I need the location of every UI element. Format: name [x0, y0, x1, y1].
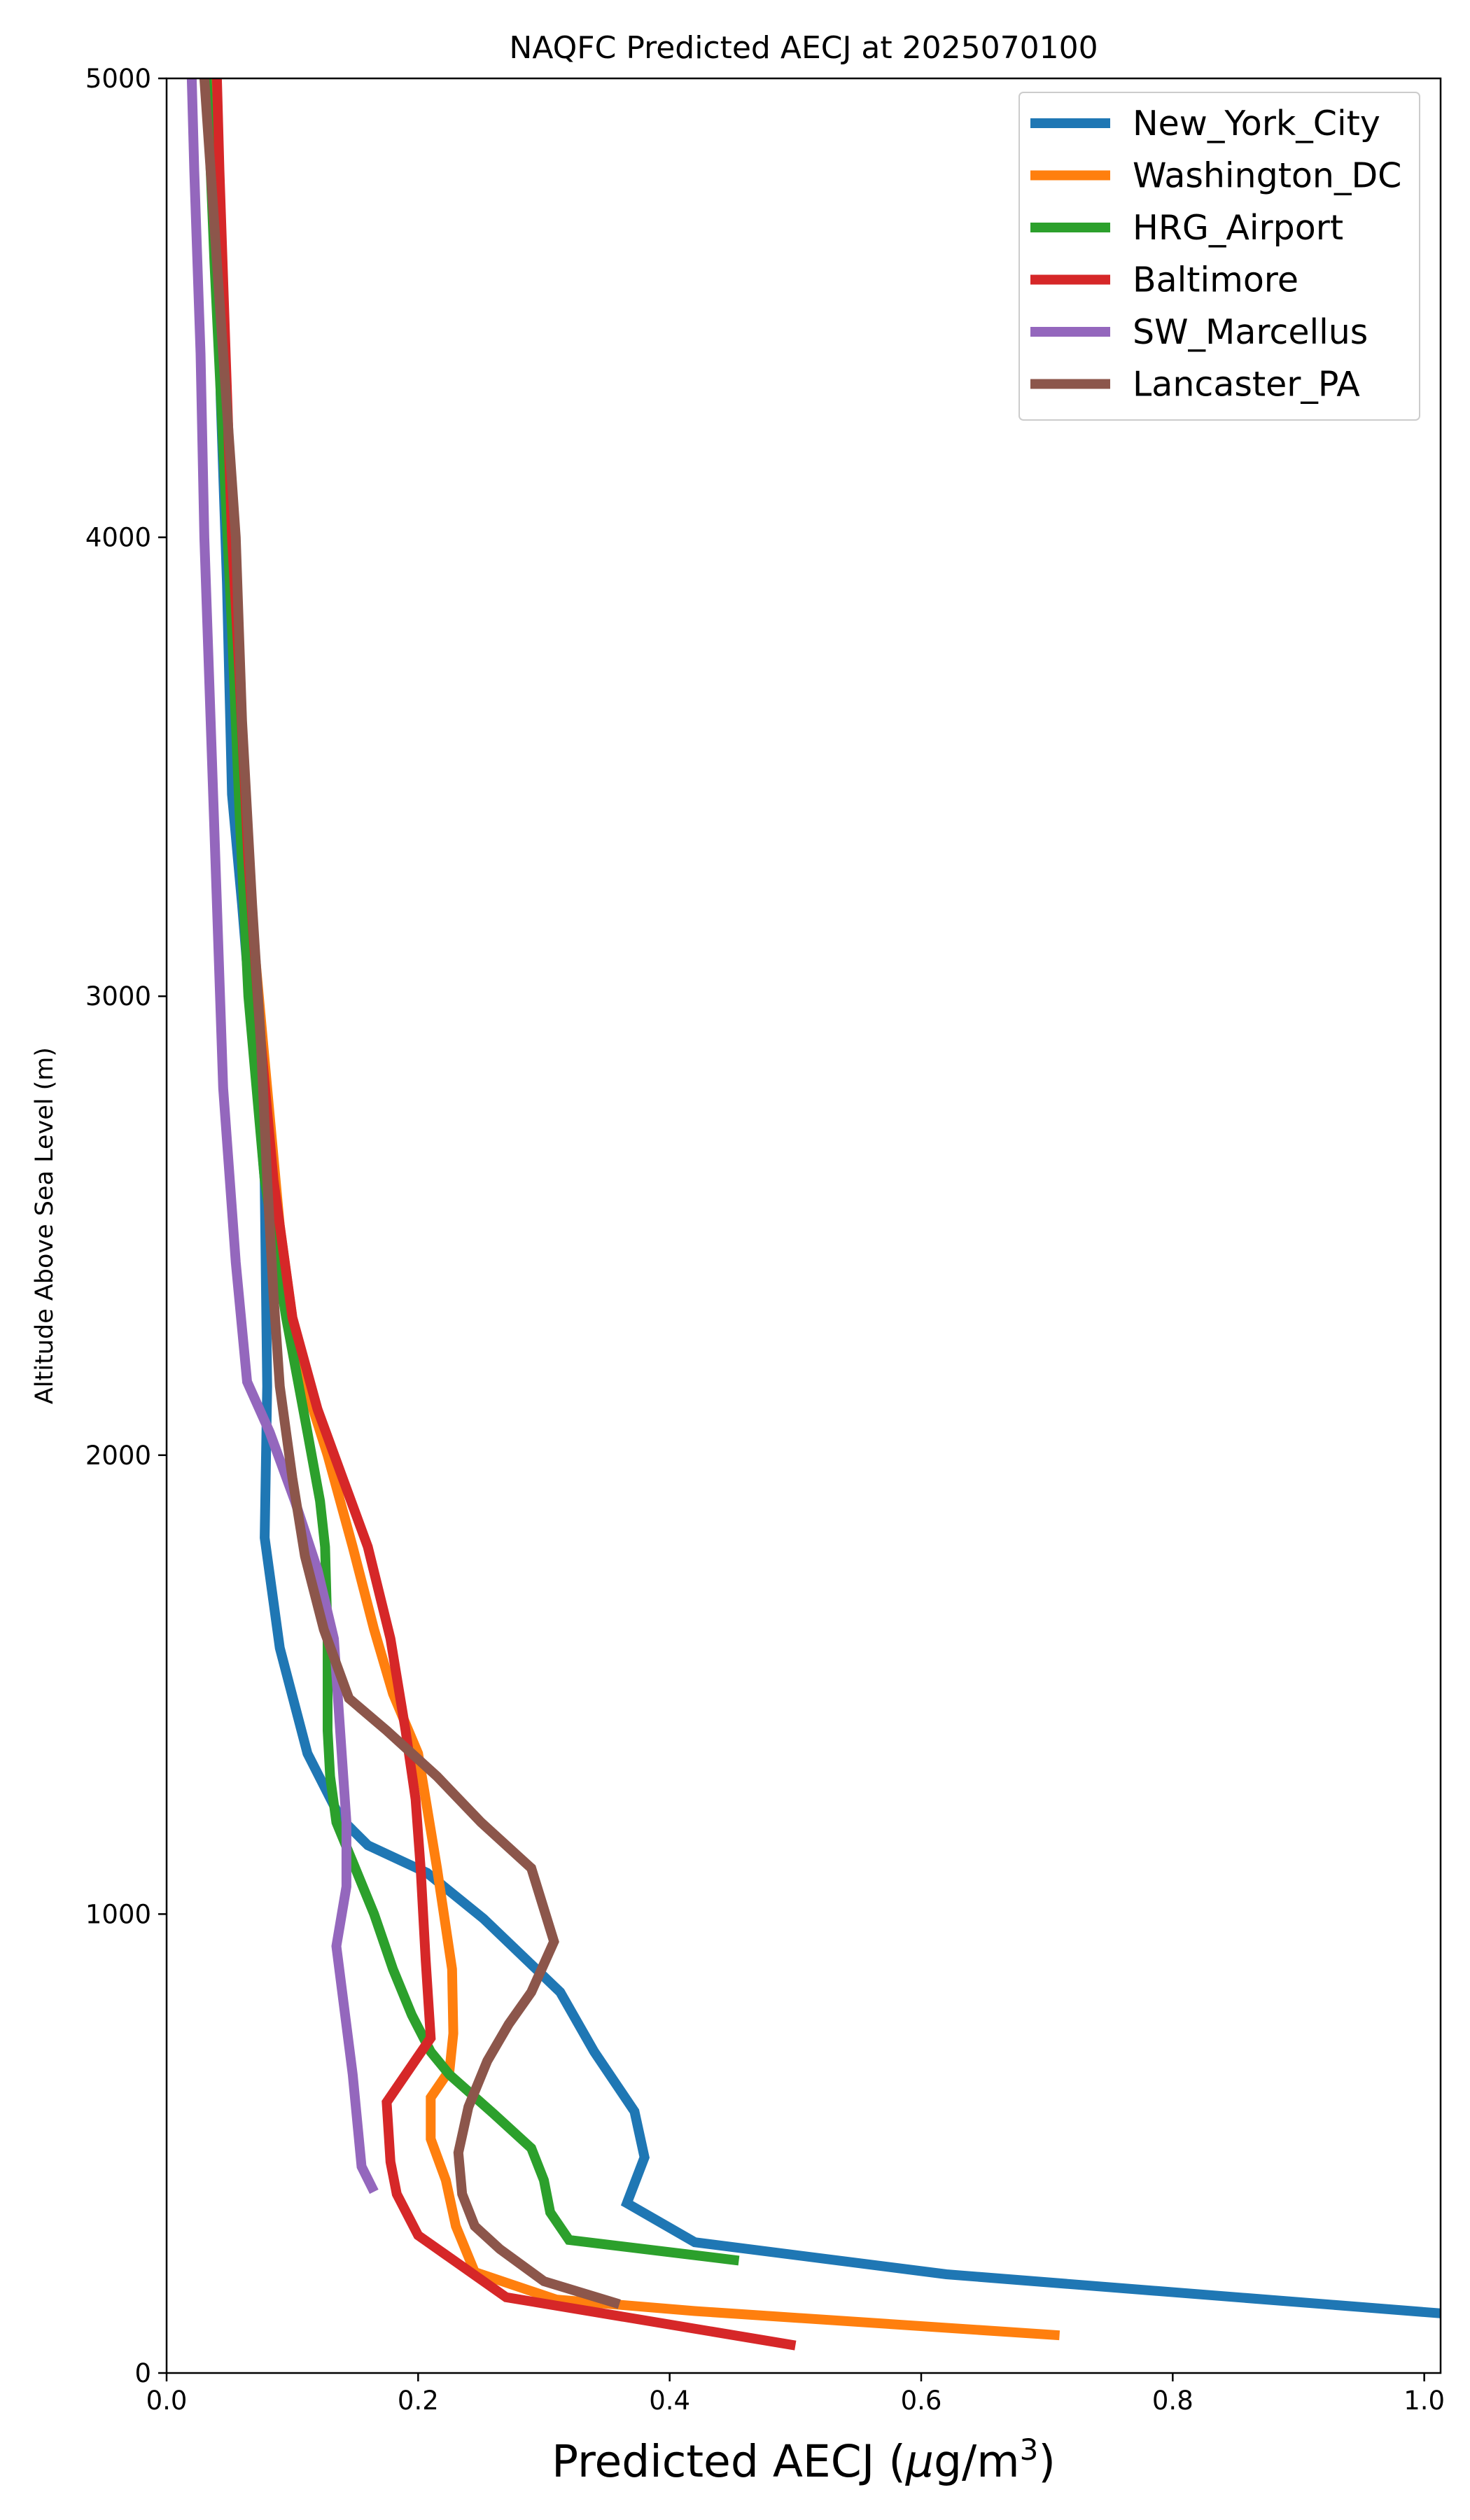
- legend-label-sw-marcellus: SW_Marcellus: [1133, 312, 1368, 352]
- x-tick-label: 1.0: [1404, 2386, 1445, 2416]
- legend[interactable]: New_York_City Washington_DC HRG_Airport Bal…: [1018, 92, 1420, 421]
- y-tick-label: 4000: [85, 523, 151, 553]
- series-line-hrg-airport[interactable]: [202, 78, 740, 2266]
- legend-label-washington-dc: Washington_DC: [1133, 156, 1401, 196]
- legend-label-baltimore: Baltimore: [1133, 260, 1298, 300]
- legend-box: [1018, 92, 1420, 421]
- x-axis-label: Predicted AECJ (μg/m3): [552, 2432, 1056, 2488]
- chart-title: NAQFC Predicted AECJ at 2025070100: [509, 30, 1098, 66]
- plot-frame: [165, 77, 1442, 2374]
- legend-label-hrg-airport: HRG_Airport: [1133, 208, 1343, 248]
- series-line-sw-marcellus[interactable]: [186, 78, 379, 2194]
- legend-label-new-york-city: New_York_City: [1133, 104, 1380, 144]
- x-tick-label: 0.6: [901, 2386, 942, 2416]
- series-layer: [186, 78, 1441, 2351]
- y-tick-label: 0: [134, 2358, 151, 2388]
- x-axis: 0.0 0.2 0.4 0.6 0.8 1.0: [146, 2373, 1445, 2416]
- x-tick-label: 0.8: [1152, 2386, 1194, 2416]
- y-tick-label: 1000: [85, 1899, 151, 1929]
- legend-label-lancaster-pa: Lancaster_PA: [1133, 365, 1360, 405]
- y-axis: 0 1000 2000 3000 4000 5000: [85, 64, 167, 2388]
- x-tick-label: 0.2: [398, 2386, 439, 2416]
- x-tick-label: 0.0: [146, 2386, 188, 2416]
- y-axis-label: Altitude Above Sea Level (m): [31, 1047, 59, 1404]
- y-tick-label: 2000: [85, 1441, 151, 1471]
- y-tick-label: 5000: [85, 64, 151, 94]
- series-line-lancaster-pa[interactable]: [199, 78, 621, 2309]
- y-tick-label: 3000: [85, 981, 151, 1011]
- x-tick-label: 0.4: [649, 2386, 690, 2416]
